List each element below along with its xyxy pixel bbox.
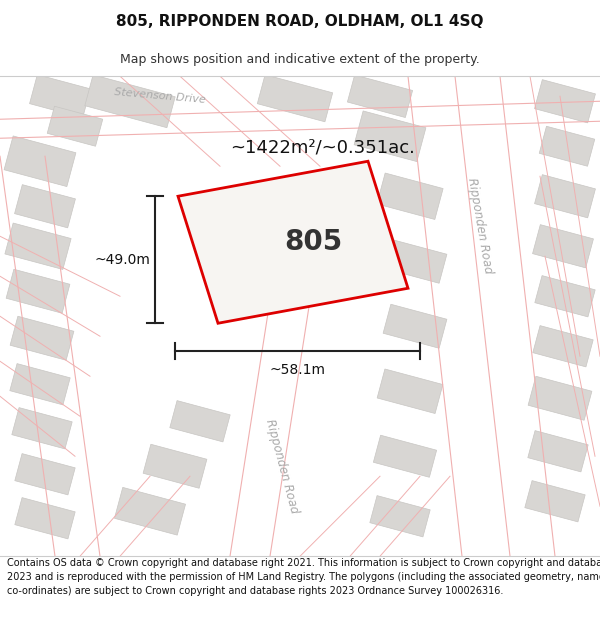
Polygon shape <box>115 488 185 535</box>
Polygon shape <box>539 126 595 166</box>
Text: ~1422m²/~0.351ac.: ~1422m²/~0.351ac. <box>230 138 415 156</box>
Text: 805, RIPPONDEN ROAD, OLDHAM, OL1 4SQ: 805, RIPPONDEN ROAD, OLDHAM, OL1 4SQ <box>116 14 484 29</box>
Polygon shape <box>370 496 430 537</box>
Polygon shape <box>528 431 588 472</box>
Polygon shape <box>405 76 560 556</box>
Polygon shape <box>170 401 230 442</box>
Polygon shape <box>10 316 74 360</box>
Polygon shape <box>15 454 75 495</box>
Polygon shape <box>5 223 71 269</box>
Polygon shape <box>377 173 443 219</box>
Polygon shape <box>525 481 585 522</box>
Polygon shape <box>143 444 207 488</box>
Polygon shape <box>373 435 437 478</box>
Polygon shape <box>29 74 91 118</box>
Text: Ripponden Road: Ripponden Road <box>465 177 495 275</box>
Polygon shape <box>347 75 413 118</box>
Polygon shape <box>47 106 103 146</box>
Text: Map shows position and indicative extent of the property.: Map shows position and indicative extent… <box>120 53 480 66</box>
Text: 805: 805 <box>284 228 342 256</box>
Polygon shape <box>535 174 595 218</box>
Polygon shape <box>85 75 175 128</box>
Text: Contains OS data © Crown copyright and database right 2021. This information is : Contains OS data © Crown copyright and d… <box>7 558 600 596</box>
Polygon shape <box>12 408 72 449</box>
Polygon shape <box>528 376 592 420</box>
Polygon shape <box>178 161 408 323</box>
Polygon shape <box>4 136 76 187</box>
Polygon shape <box>205 256 340 556</box>
Text: ~58.1m: ~58.1m <box>269 363 325 378</box>
Polygon shape <box>533 224 593 268</box>
Polygon shape <box>0 76 600 136</box>
Polygon shape <box>10 364 70 405</box>
Polygon shape <box>257 75 332 122</box>
Polygon shape <box>377 369 443 414</box>
Polygon shape <box>354 111 426 162</box>
Polygon shape <box>6 269 70 313</box>
Polygon shape <box>535 79 595 123</box>
Polygon shape <box>0 156 80 226</box>
Polygon shape <box>533 326 593 367</box>
Text: ~49.0m: ~49.0m <box>94 253 150 267</box>
Polygon shape <box>383 304 447 348</box>
Polygon shape <box>535 276 595 317</box>
Polygon shape <box>430 76 530 556</box>
Polygon shape <box>14 184 76 228</box>
Polygon shape <box>383 239 447 283</box>
Polygon shape <box>15 498 75 539</box>
Text: Ripponden Road: Ripponden Road <box>263 418 301 515</box>
Text: Stevenson Drive: Stevenson Drive <box>114 88 206 105</box>
